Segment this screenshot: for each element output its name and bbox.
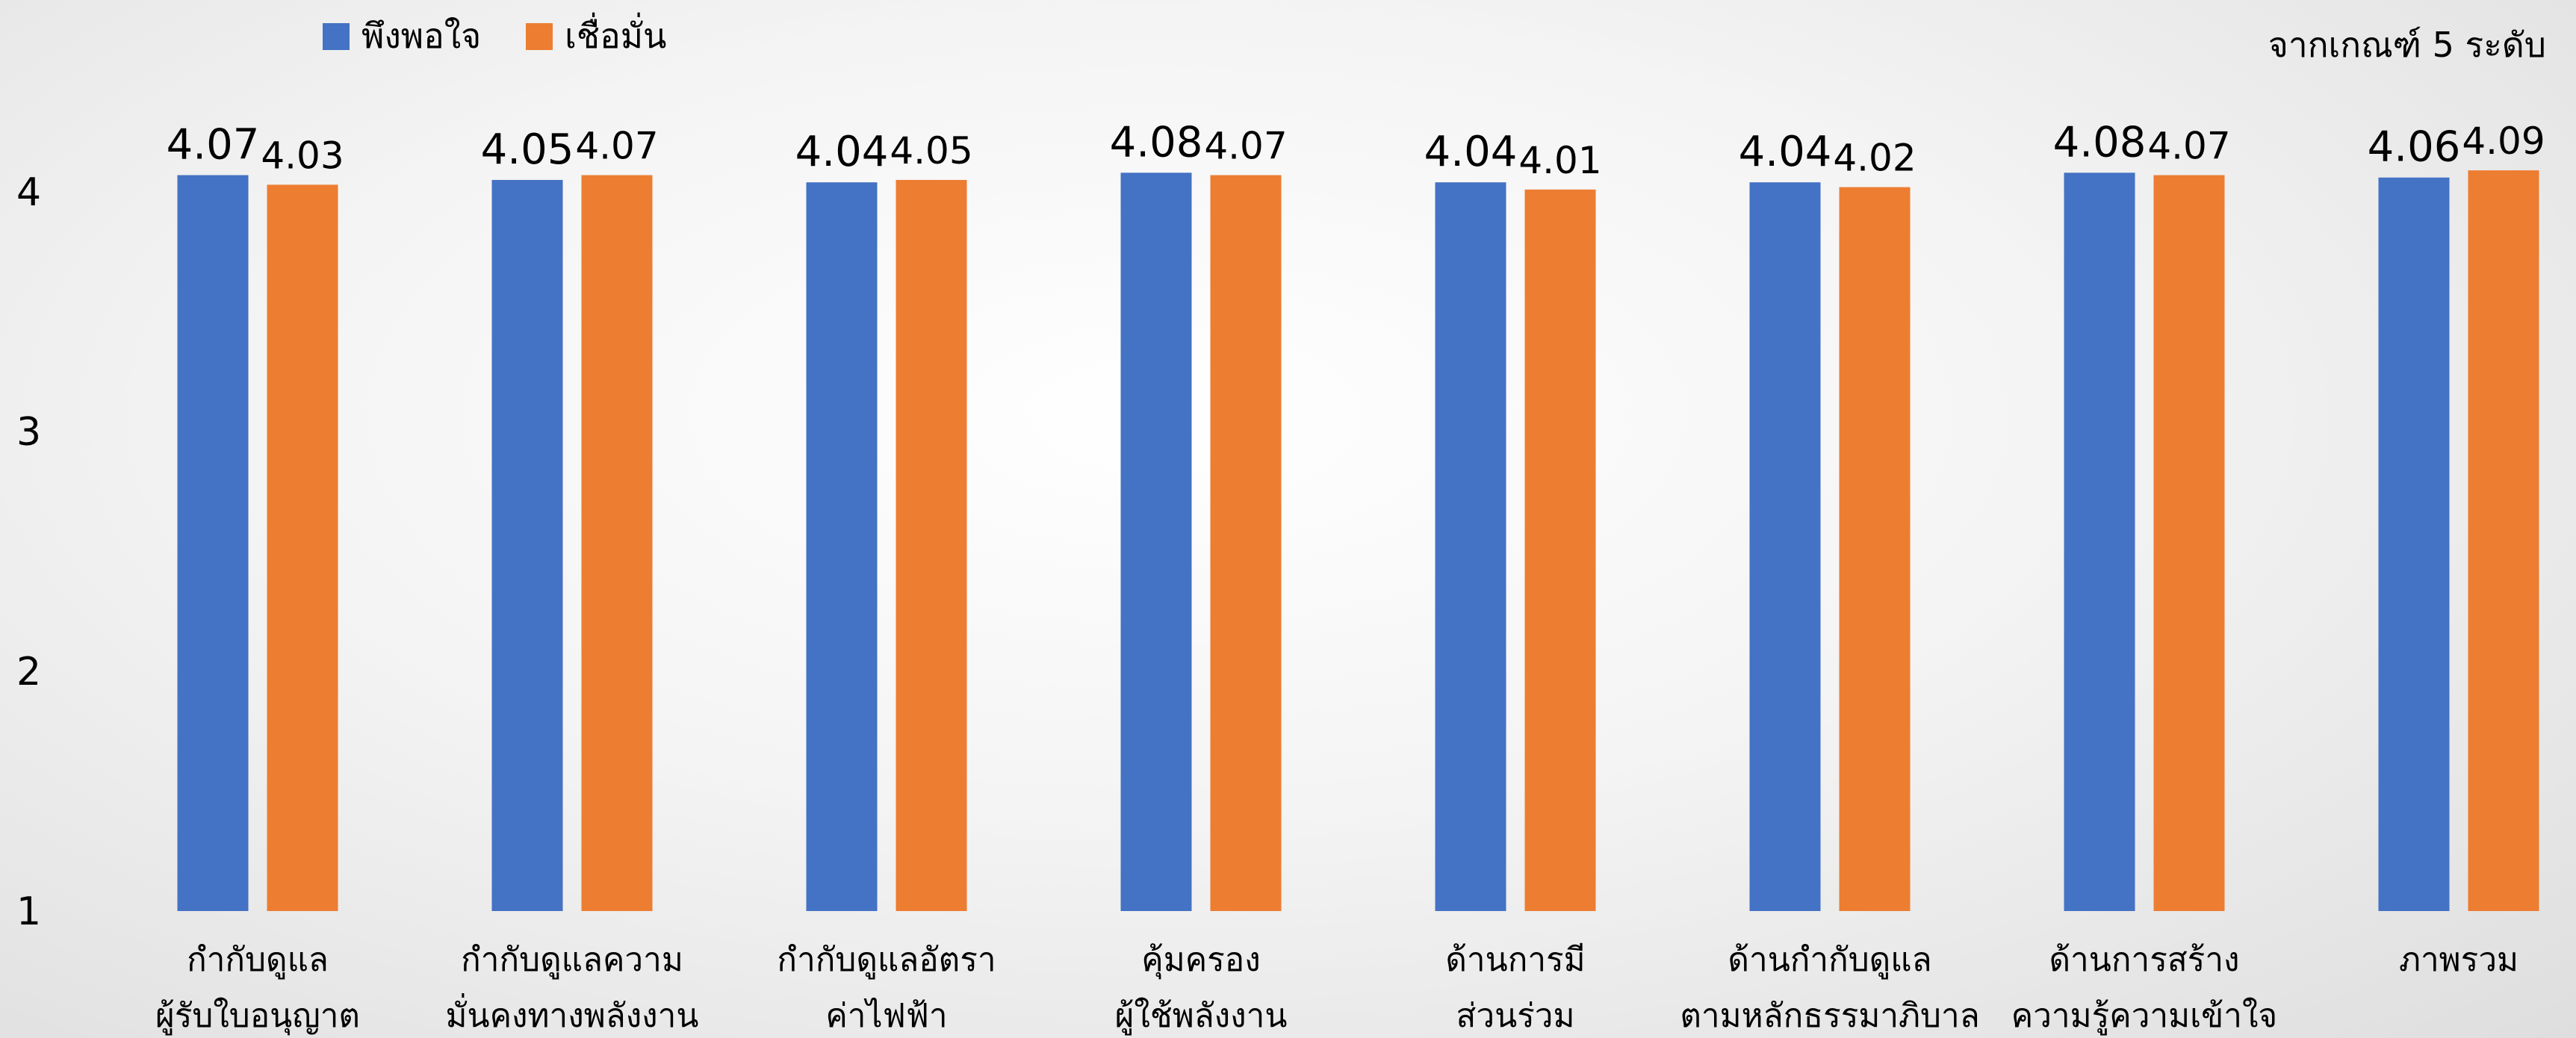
data-label: 4.07 bbox=[1204, 125, 1287, 168]
data-label: 4.09 bbox=[2462, 119, 2545, 163]
bar bbox=[2064, 173, 2135, 911]
bar bbox=[1524, 189, 1596, 912]
x-tick-label: ตามหลักธรรมาภิบาล bbox=[1680, 997, 1979, 1035]
legend: พึงพอใจ เชื่อมั่น bbox=[323, 9, 667, 63]
bar bbox=[1435, 182, 1506, 911]
x-tick-label: ภาพรวม bbox=[2399, 941, 2518, 979]
data-label: 4.07 bbox=[2147, 125, 2230, 168]
bar bbox=[1839, 187, 1911, 911]
x-tick-label: ค่าไฟฟ้า bbox=[825, 997, 947, 1035]
data-label: 4.07 bbox=[575, 125, 658, 168]
x-tick-label: มั่นคงทางพลังงาน bbox=[446, 992, 699, 1035]
legend-item-confidence: เชื่อมั่น bbox=[526, 9, 667, 63]
x-tick-label: ด้านการสร้าง bbox=[2049, 941, 2239, 979]
data-label: 4.04 bbox=[795, 128, 889, 176]
data-label: 4.05 bbox=[481, 125, 574, 174]
data-label: 4.02 bbox=[1833, 137, 1916, 180]
legend-swatch-satisfaction bbox=[323, 22, 350, 50]
legend-item-satisfaction: พึงพอใจ bbox=[323, 9, 481, 63]
legend-label-satisfaction: พึงพอใจ bbox=[361, 16, 482, 56]
x-tick-label: คุ้มครอง bbox=[1141, 941, 1260, 980]
data-label: 4.08 bbox=[1110, 118, 1203, 167]
legend-label-confidence: เชื่อมั่น bbox=[565, 16, 667, 56]
x-tick-label: ความรู้ความเข้าใจ bbox=[2011, 997, 2277, 1036]
bar bbox=[806, 182, 878, 911]
x-tick-label: ด้านกำกับดูแล bbox=[1728, 941, 1931, 980]
x-tick-label: กำกับดูแล bbox=[187, 941, 329, 980]
x-tick-label: ผู้รับใบอนุญาต bbox=[155, 997, 360, 1036]
y-tick-label: 4 bbox=[16, 170, 41, 215]
legend-swatch-confidence bbox=[526, 22, 553, 50]
bar bbox=[1210, 175, 1282, 911]
data-label: 4.03 bbox=[261, 134, 344, 177]
x-tick-label: กำกับดูแลอัตรา bbox=[777, 941, 996, 980]
bar bbox=[896, 179, 967, 911]
bar bbox=[581, 175, 653, 911]
bar bbox=[2378, 177, 2450, 912]
data-label: 4.04 bbox=[1424, 128, 1518, 176]
bar bbox=[267, 184, 338, 911]
bar bbox=[491, 179, 563, 911]
bar bbox=[2468, 170, 2539, 912]
bar bbox=[2153, 175, 2225, 911]
bar bbox=[177, 175, 249, 911]
x-tick-label: กำกับดูแลความ bbox=[461, 941, 683, 980]
data-label: 4.05 bbox=[890, 129, 972, 173]
y-tick-label: 1 bbox=[16, 889, 41, 934]
data-label: 4.08 bbox=[2053, 118, 2147, 167]
data-label: 4.04 bbox=[1739, 128, 1832, 176]
y-tick-label: 3 bbox=[16, 410, 41, 455]
data-label: 4.01 bbox=[1518, 139, 1601, 182]
data-label: 4.07 bbox=[167, 121, 260, 170]
data-label: 4.06 bbox=[2368, 123, 2461, 172]
bar bbox=[1749, 182, 1821, 911]
bar bbox=[1120, 173, 1192, 911]
x-tick-label: ส่วนร่วม bbox=[1456, 997, 1575, 1035]
x-tick-label: ผู้ใช้พลังงาน bbox=[1115, 997, 1288, 1036]
chart-subtitle: จากเกณฑ์ 5 ระดับ bbox=[2268, 25, 2546, 65]
x-tick-label: ด้านการมี bbox=[1445, 941, 1585, 979]
y-tick-label: 2 bbox=[16, 650, 41, 694]
